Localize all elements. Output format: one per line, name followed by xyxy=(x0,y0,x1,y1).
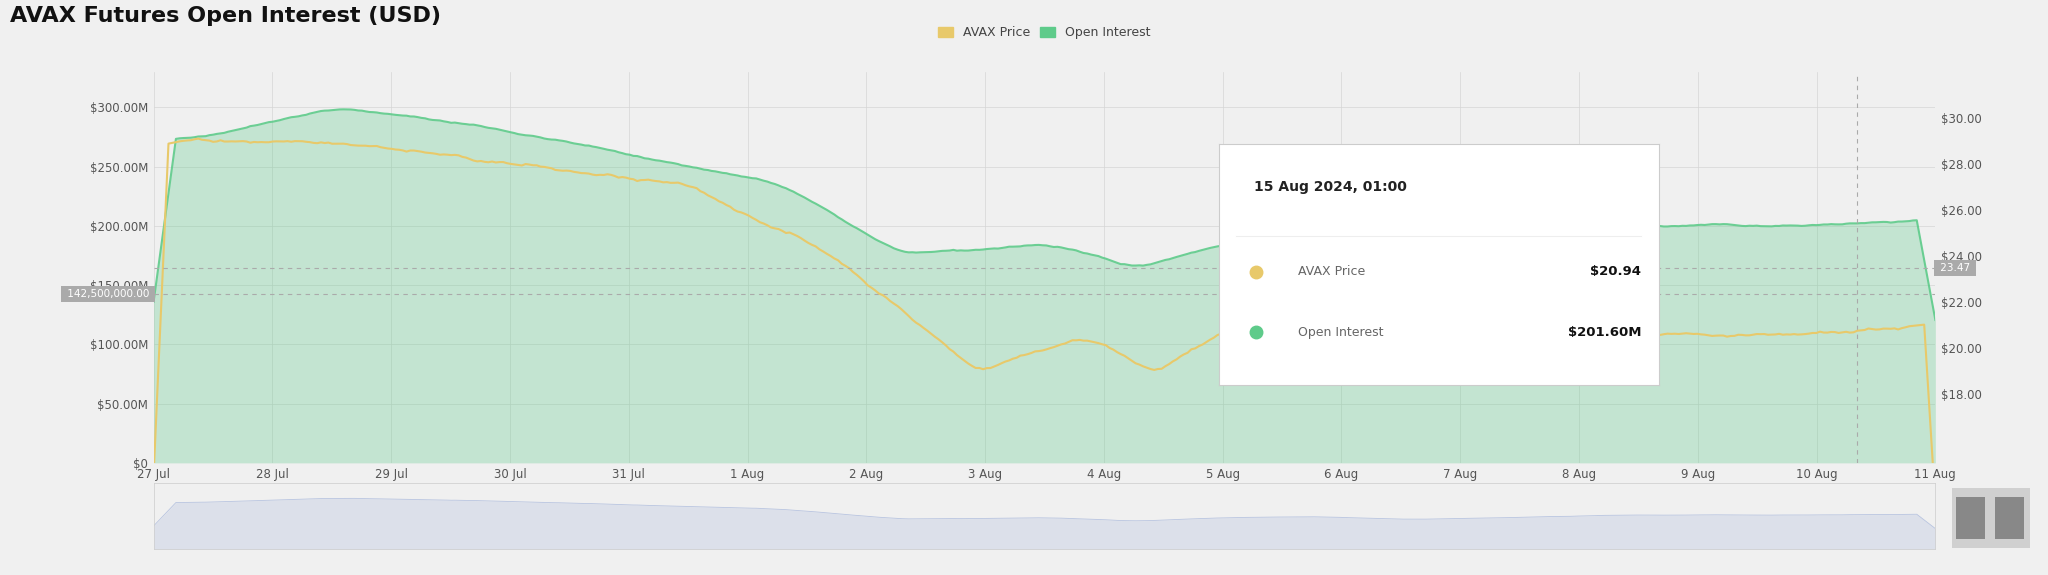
Bar xyxy=(1956,497,1985,539)
Text: $201.60M: $201.60M xyxy=(1569,325,1640,339)
Text: $20.94: $20.94 xyxy=(1589,265,1640,278)
Bar xyxy=(1995,497,2023,539)
Text: 142,500,000.00: 142,500,000.00 xyxy=(63,289,152,299)
Text: AVAX Price: AVAX Price xyxy=(1298,265,1366,278)
Text: 15 Aug 2024, 01:00: 15 Aug 2024, 01:00 xyxy=(1253,180,1407,194)
Text: Open Interest: Open Interest xyxy=(1298,325,1382,339)
Text: AVAX Futures Open Interest (USD): AVAX Futures Open Interest (USD) xyxy=(10,6,440,26)
Legend: AVAX Price, Open Interest: AVAX Price, Open Interest xyxy=(934,21,1155,44)
Text: 15 Aug 2024, 01:00: 15 Aug 2024, 01:00 xyxy=(1806,490,1909,501)
Text: 23.47: 23.47 xyxy=(1937,263,1972,273)
